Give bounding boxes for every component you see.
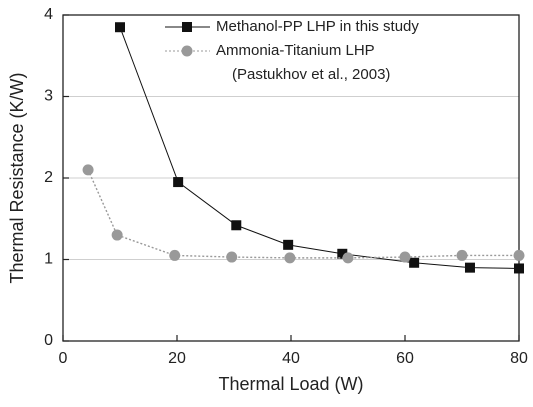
marker xyxy=(399,251,411,263)
marker xyxy=(409,257,420,268)
legend-marker xyxy=(182,22,192,32)
marker xyxy=(226,251,238,263)
marker xyxy=(514,263,524,274)
x-tick-label: 0 xyxy=(59,350,68,367)
series-line xyxy=(87,169,519,259)
marker xyxy=(342,252,354,264)
marker xyxy=(513,249,525,261)
legend-marker xyxy=(181,45,193,57)
marker xyxy=(169,249,181,261)
y-tick-label: 4 xyxy=(44,6,53,23)
legend-label: Ammonia-Titanium LHP xyxy=(216,42,375,59)
marker xyxy=(464,262,475,273)
x-tick-label: 60 xyxy=(396,350,414,367)
marker xyxy=(82,164,94,176)
marker xyxy=(284,252,296,264)
y-tick-label: 1 xyxy=(44,251,53,268)
legend-source: (Pastukhov et al., 2003) xyxy=(232,66,390,83)
y-tick-label: 2 xyxy=(44,169,53,186)
y-tick-label: 0 xyxy=(44,332,53,349)
y-tick-label: 3 xyxy=(44,88,53,105)
marker xyxy=(456,249,468,261)
x-axis-title: Thermal Load (W) xyxy=(218,374,363,394)
x-tick-label: 20 xyxy=(168,350,186,367)
marker xyxy=(173,177,184,188)
plot-frame xyxy=(62,14,520,342)
x-tick-label: 80 xyxy=(510,350,528,367)
x-tick-label: 40 xyxy=(282,350,300,367)
marker xyxy=(231,220,242,231)
marker xyxy=(283,239,294,250)
series-line xyxy=(119,27,520,269)
y-axis-title: Thermal Resistance (K/W) xyxy=(7,72,27,283)
marker xyxy=(111,229,123,241)
marker xyxy=(337,248,348,259)
legend-label: Methanol-PP LHP in this study xyxy=(216,18,419,35)
marker xyxy=(115,22,125,33)
